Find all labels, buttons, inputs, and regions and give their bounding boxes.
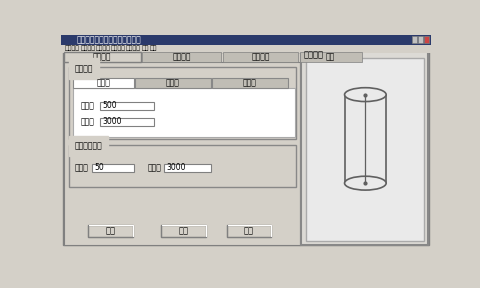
Bar — [418, 36, 423, 43]
Text: 高度：: 高度： — [81, 117, 95, 126]
Bar — [63, 52, 429, 245]
Bar — [63, 52, 141, 62]
Text: 电极棒的位置: 电极棒的位置 — [75, 142, 103, 151]
Text: 结构参数: 结构参数 — [93, 52, 111, 61]
Text: 取消: 取消 — [244, 226, 254, 235]
Bar — [63, 62, 300, 245]
Text: 炉料参数: 炉料参数 — [75, 64, 94, 73]
Text: 文件平台: 文件平台 — [65, 46, 80, 51]
Bar — [212, 78, 288, 88]
Bar — [164, 164, 211, 173]
Bar — [100, 102, 154, 110]
Bar — [161, 225, 206, 237]
Text: 3000: 3000 — [166, 163, 185, 172]
Text: 3000: 3000 — [102, 117, 121, 126]
Text: 数据模拟: 数据模拟 — [80, 46, 96, 51]
Bar — [306, 58, 424, 241]
Bar — [61, 44, 431, 53]
Text: 电能比的传热数值仿真控制平台: 电能比的传热数值仿真控制平台 — [77, 35, 141, 44]
Text: 确定: 确定 — [106, 226, 116, 235]
Text: 定位装置: 定位装置 — [96, 46, 110, 51]
Ellipse shape — [345, 88, 386, 102]
Text: 正方体: 正方体 — [166, 79, 180, 88]
Bar — [345, 95, 386, 183]
Bar — [69, 67, 296, 139]
Text: 结果显示: 结果显示 — [111, 46, 126, 51]
Text: 运行参数: 运行参数 — [172, 52, 191, 61]
Bar — [73, 78, 133, 88]
Text: 计算: 计算 — [326, 52, 336, 61]
Bar — [142, 52, 221, 62]
Ellipse shape — [345, 176, 386, 190]
Bar — [88, 225, 133, 237]
Text: 直径：: 直径： — [75, 163, 89, 172]
Bar — [223, 52, 299, 62]
Bar — [100, 118, 154, 126]
Bar — [61, 35, 431, 45]
Text: 圆柱体: 圆柱体 — [96, 79, 110, 88]
Text: 500: 500 — [102, 101, 117, 110]
Text: 应用: 应用 — [179, 226, 189, 235]
Bar — [92, 164, 134, 173]
Text: 50: 50 — [94, 163, 104, 172]
Bar — [411, 36, 417, 43]
Bar — [135, 78, 211, 88]
Bar — [424, 36, 429, 43]
Text: 外部程序: 外部程序 — [126, 46, 141, 51]
Bar — [300, 52, 361, 62]
Bar — [69, 145, 296, 187]
Bar — [301, 50, 429, 245]
Text: 长方体: 长方体 — [243, 79, 257, 88]
Bar — [227, 225, 271, 237]
Text: 材料属性: 材料属性 — [252, 52, 270, 61]
Text: 帮助: 帮助 — [150, 46, 157, 51]
Text: 图形输出: 图形输出 — [304, 51, 324, 60]
Bar — [73, 88, 295, 137]
Text: 工具: 工具 — [141, 46, 149, 51]
Text: 直径：: 直径： — [81, 101, 95, 110]
Text: 长度：: 长度： — [147, 163, 161, 172]
